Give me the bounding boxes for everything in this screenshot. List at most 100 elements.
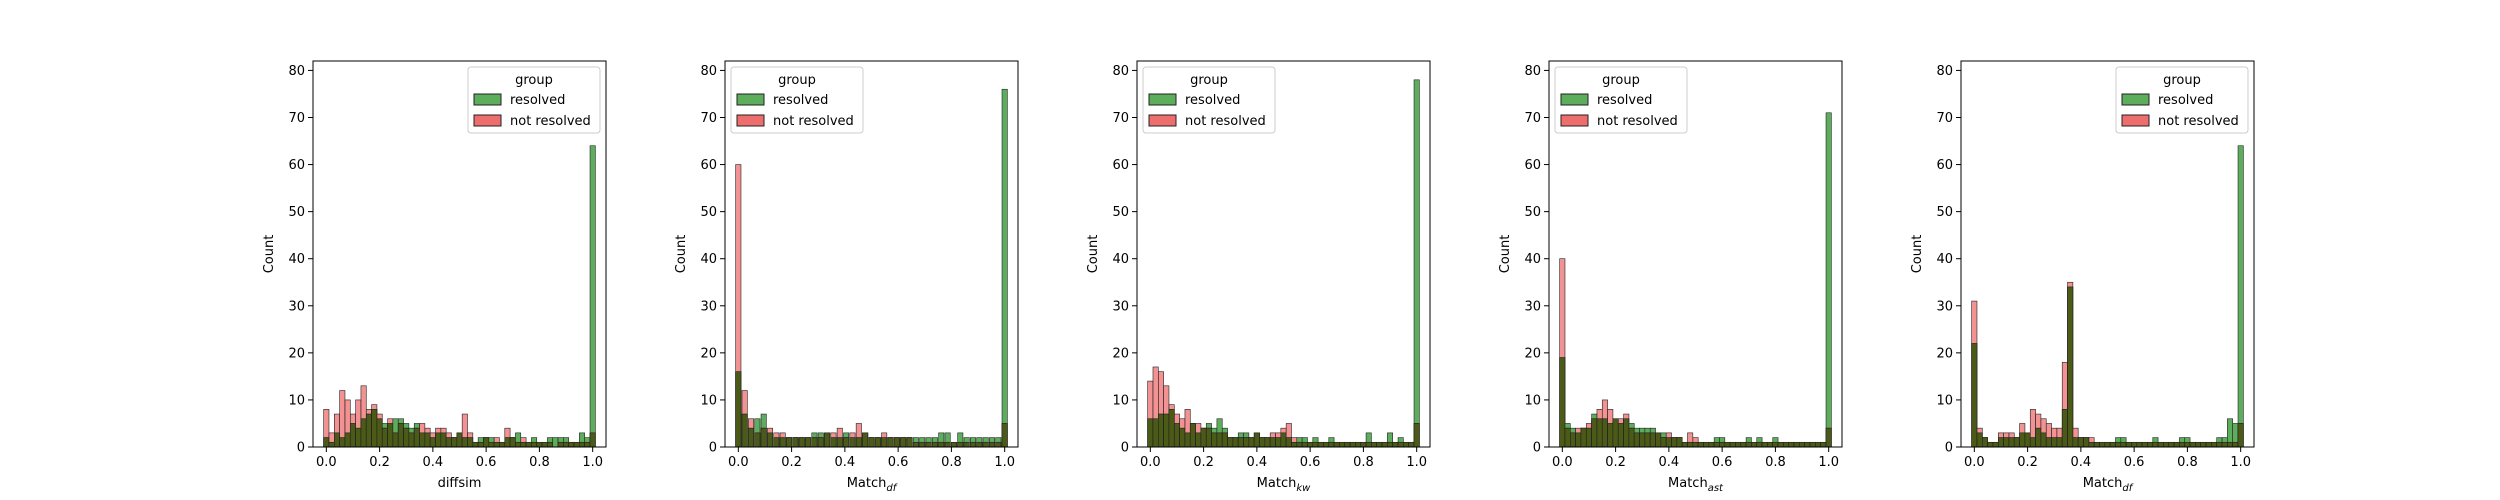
bar-overlap	[547, 441, 554, 448]
x-axis-label-main: Match	[2083, 476, 2123, 491]
bar-overlap	[349, 423, 356, 448]
bar-overlap	[2141, 441, 2148, 448]
bar-overlap	[365, 413, 372, 448]
y-tick-label: 10	[1524, 393, 1541, 408]
bar-overlap	[2008, 437, 2015, 448]
bar-overlap	[817, 437, 824, 448]
bar-overlap	[773, 437, 780, 448]
bar-overlap	[1376, 441, 1383, 448]
legend: group resolved not resolved	[730, 66, 864, 134]
y-tick-label: 40	[288, 252, 305, 267]
bar-overlap	[1713, 441, 1720, 448]
axes-frame	[1136, 60, 1431, 448]
bar-overlap	[995, 441, 1002, 448]
axes-frame	[312, 60, 607, 448]
legend: group resolved not resolved	[467, 66, 601, 134]
bar-overlap	[2184, 441, 2191, 448]
y-axis-label: Count	[1498, 235, 1513, 274]
y-tick-label: 10	[1936, 393, 1953, 408]
bar-overlap	[1719, 441, 1726, 448]
bar-overlap	[339, 437, 346, 448]
bar-overlap	[568, 441, 575, 448]
bar-overlap	[1189, 423, 1196, 448]
bar-overlap	[1259, 437, 1266, 448]
x-axis-label: Matchkw	[1257, 476, 1311, 494]
bar-overlap	[1697, 441, 1704, 448]
bar-overlap	[2024, 432, 2031, 448]
bar-overlap	[2040, 432, 2047, 448]
x-tick-label: 0.8	[1353, 455, 1374, 470]
bar-overlap	[989, 441, 995, 448]
bar-overlap	[1575, 432, 1582, 448]
bar-overlap	[1687, 441, 1694, 448]
y-tick-label: 60	[1936, 158, 1953, 173]
bar-overlap	[1628, 427, 1635, 448]
bar-overlap	[2125, 441, 2132, 448]
x-axis-label: Matchast	[1668, 476, 1724, 494]
bars	[1559, 112, 1832, 448]
x-tick-label: 0.2	[781, 455, 802, 470]
bar-overlap	[392, 432, 399, 448]
bar-overlap	[1163, 413, 1170, 448]
bar-overlap	[1756, 441, 1763, 448]
bar-overlap	[2211, 441, 2218, 448]
bar-overlap	[1360, 441, 1367, 448]
bar-overlap	[1633, 432, 1640, 448]
y-tick-label: 10	[1112, 393, 1129, 408]
bar-overlap	[1708, 441, 1715, 448]
bar-overlap	[1783, 441, 1790, 448]
bar-overlap	[1237, 437, 1244, 448]
bar-overlap	[1681, 441, 1688, 448]
legend-title: group	[1190, 73, 1228, 88]
bar-overlap	[387, 423, 394, 448]
bar-overlap	[1665, 437, 1672, 448]
bar-overlap	[824, 432, 831, 448]
bar-resolved	[2237, 145, 2244, 448]
bar-overlap	[2051, 437, 2058, 448]
bar-overlap	[2072, 437, 2079, 448]
y-tick-label: 60	[1112, 158, 1129, 173]
bar-overlap	[472, 441, 479, 448]
bar-overlap	[2168, 441, 2175, 448]
y-tick-label: 80	[700, 64, 717, 79]
y-tick-label: 40	[1112, 252, 1129, 267]
bar-overlap	[2003, 437, 2010, 448]
bar-overlap	[2088, 441, 2095, 448]
legend-swatch	[473, 93, 502, 106]
bar-overlap	[1158, 413, 1164, 448]
x-tick-label: 0.0	[1140, 455, 1161, 470]
x-tick-label: 0.6	[476, 455, 497, 470]
bar-overlap	[509, 437, 516, 448]
legend-title: group	[778, 73, 816, 88]
y-axis-label: Count	[1910, 235, 1925, 274]
bar-overlap	[843, 437, 850, 448]
bar-overlap	[403, 427, 410, 448]
bar-overlap	[1639, 432, 1646, 448]
legend-label: not resolved	[773, 114, 854, 129]
bar-overlap	[1291, 441, 1298, 448]
bar-overlap	[1339, 441, 1346, 448]
bar-overlap	[900, 437, 907, 448]
y-tick-label: 80	[1524, 64, 1541, 79]
bar-resolved	[1825, 112, 1832, 448]
bars	[1147, 79, 1420, 448]
bar-overlap	[862, 432, 869, 448]
bar-overlap	[1269, 437, 1276, 448]
bar-overlap	[1147, 418, 1154, 448]
x-tick-label: 0.0	[316, 455, 337, 470]
bar-overlap	[2067, 286, 2074, 448]
bar-overlap	[1724, 441, 1731, 448]
bar-overlap	[855, 437, 862, 448]
x-tick-label: 0.6	[2124, 455, 2145, 470]
bar-overlap	[1809, 441, 1816, 448]
bar-overlap	[2131, 441, 2138, 448]
bar-overlap	[1243, 437, 1250, 448]
bar-overlap	[1617, 423, 1624, 448]
bar-overlap	[893, 437, 900, 448]
bar-overlap	[1349, 441, 1356, 448]
y-tick-label: 80	[288, 64, 305, 79]
bar-overlap	[376, 418, 383, 448]
bar-overlap	[1211, 432, 1218, 448]
legend-title: group	[1602, 73, 1640, 88]
bar-overlap	[1152, 418, 1159, 448]
